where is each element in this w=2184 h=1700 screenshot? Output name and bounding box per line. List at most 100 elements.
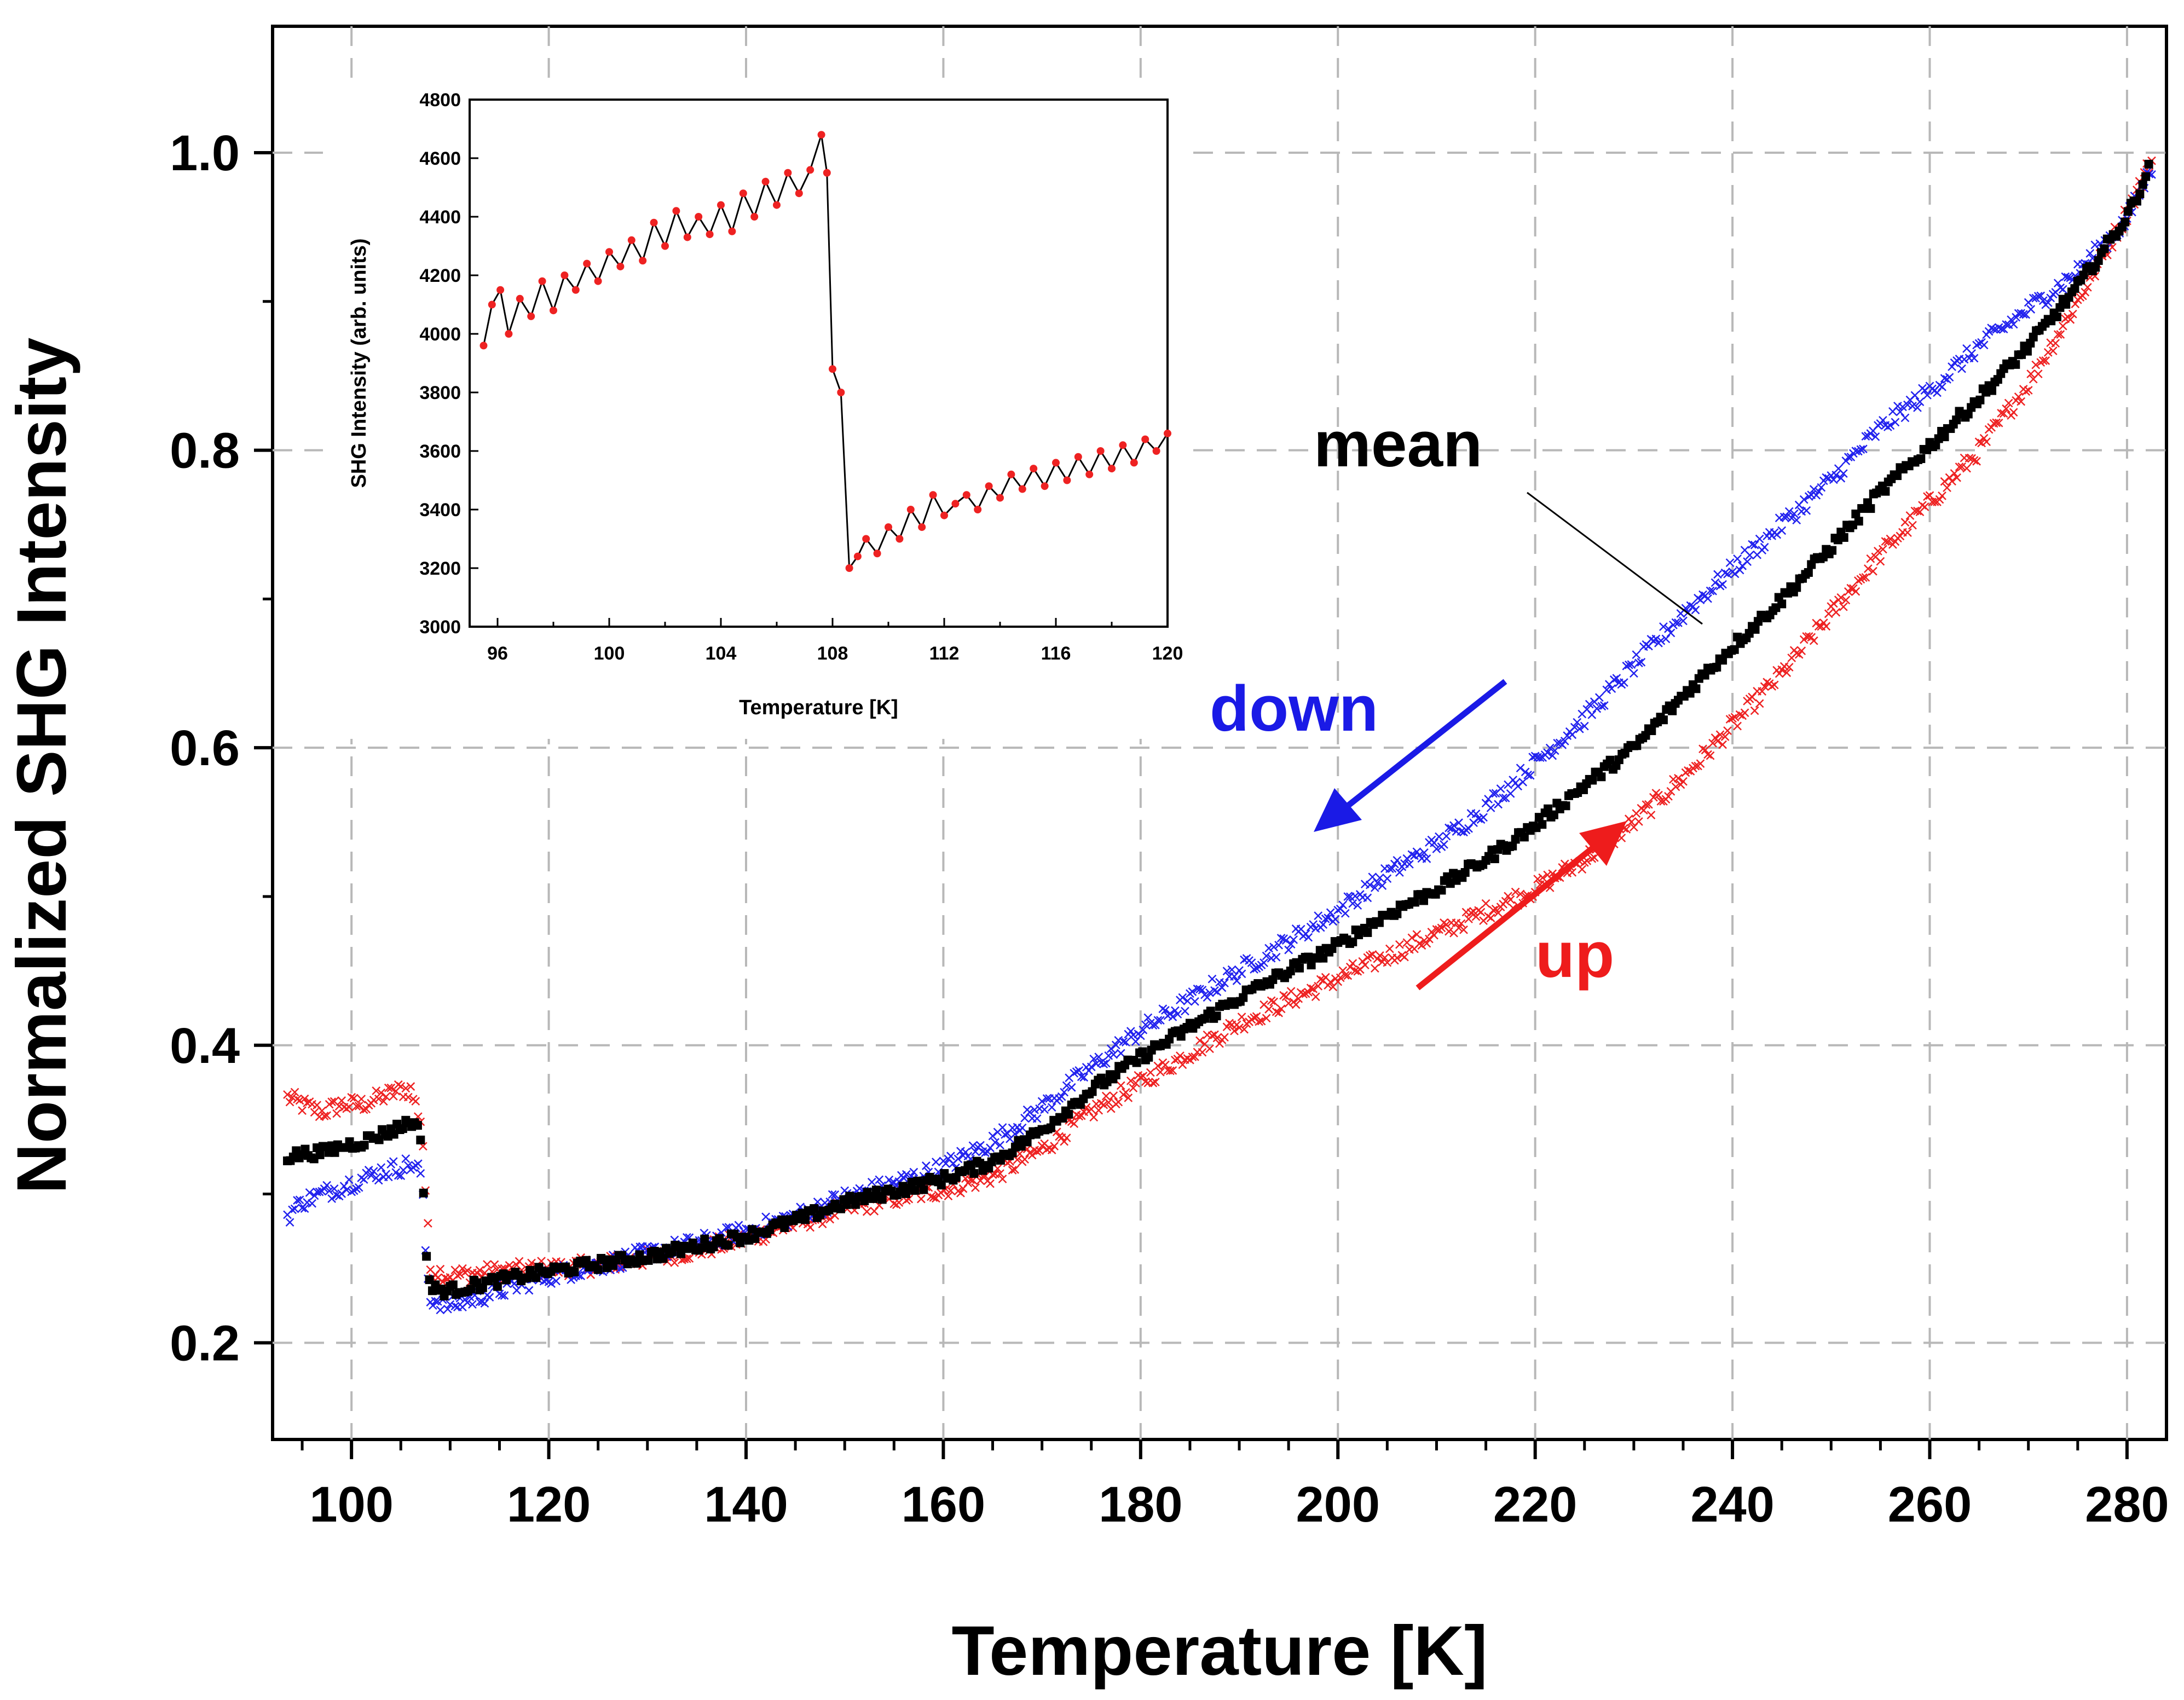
main-point-mean	[1597, 772, 1606, 782]
main-point-down	[976, 1141, 985, 1150]
main-point-mean	[1286, 967, 1295, 976]
main-point-down	[524, 1286, 534, 1295]
main-point-up	[1360, 961, 1370, 970]
main-point-up	[1326, 978, 1335, 987]
main-point-mean	[700, 1234, 709, 1244]
main-point-down	[1047, 1103, 1056, 1112]
main-point-up	[1407, 933, 1417, 942]
main-point-up	[1153, 1061, 1163, 1071]
main-point-down	[485, 1293, 494, 1302]
main-point-up	[1501, 897, 1510, 906]
main-point-up	[1590, 853, 1599, 862]
inset-x-tick-label: 96	[487, 643, 508, 664]
inset-point	[1007, 470, 1015, 478]
inset-point	[985, 482, 993, 490]
main-point-down	[1486, 803, 1495, 812]
main-point-down	[377, 1163, 386, 1172]
main-point-down	[1915, 397, 1925, 407]
main-point-down	[1725, 558, 1735, 568]
main-point-down	[337, 1189, 346, 1198]
main-point-down	[352, 1184, 361, 1193]
main-point-down	[2058, 285, 2067, 294]
inset-point	[1119, 441, 1127, 449]
main-point-up	[2083, 282, 2092, 292]
main-point-down	[1659, 622, 1668, 631]
main-point-down	[1570, 722, 1579, 732]
inset-x-tick-label: 108	[817, 643, 848, 664]
inset-x-axis-title: Temperature [K]	[739, 696, 898, 719]
main-point-down	[339, 1182, 349, 1191]
main-point-up	[1715, 730, 1725, 739]
main-point-up	[1642, 800, 1651, 809]
main-point-down	[468, 1300, 477, 1309]
main-point-down	[332, 1190, 342, 1200]
main-point-down	[1750, 540, 1759, 550]
main-point-down	[428, 1301, 437, 1310]
inset-y-tick-label: 4200	[419, 265, 461, 286]
inset-point	[516, 294, 524, 303]
main-point-up	[1395, 940, 1404, 949]
main-point-down	[1656, 636, 1666, 645]
main-point-up	[1464, 915, 1473, 923]
main-point-up	[996, 1169, 1004, 1178]
main-point-mean	[1307, 961, 1316, 970]
main-point-down	[921, 1161, 931, 1170]
main-point-up	[1417, 941, 1426, 950]
main-point-down	[1099, 1060, 1108, 1069]
main-point-down	[2038, 296, 2048, 305]
main-annotations: mean down up	[1210, 408, 1703, 991]
main-point-mean	[1668, 706, 1677, 715]
main-point-mean	[1519, 832, 1529, 842]
main-point-mean	[1659, 715, 1668, 725]
main-point-down	[1580, 721, 1589, 731]
main-point-mean	[1854, 517, 1863, 526]
main-point-up	[1255, 1017, 1263, 1026]
main-point-up	[2053, 330, 2062, 339]
main-point-down	[1274, 940, 1284, 950]
main-point-up	[1740, 708, 1749, 718]
main-point-down	[1624, 660, 1633, 669]
main-y-axis-title: Normalized SHG Intensity	[3, 338, 81, 1194]
main-plot-frame	[271, 25, 2168, 1441]
main-point-down	[875, 1175, 884, 1184]
main-point-down	[308, 1199, 316, 1208]
main-point-down	[443, 1304, 452, 1314]
inset-y-tick-label: 3000	[419, 617, 461, 638]
inset-y-tick-label: 3600	[419, 441, 461, 462]
main-point-up	[1868, 566, 1877, 576]
main-point-up	[927, 1192, 935, 1201]
main-point-mean	[1088, 1087, 1097, 1096]
main-point-up	[1432, 925, 1441, 934]
main-point-up	[1250, 1013, 1258, 1022]
main-point-up	[423, 1219, 432, 1228]
inset-point	[929, 491, 937, 499]
main-point-up	[1853, 576, 1863, 585]
main-point-down	[1748, 540, 1757, 549]
main-point-down	[403, 1161, 413, 1170]
main-point-down	[1814, 487, 1823, 496]
main-point-up	[1587, 854, 1597, 863]
main-point-up	[1876, 557, 1885, 566]
inset-point	[823, 169, 831, 177]
inset-point	[527, 312, 535, 320]
main-point-down	[305, 1188, 314, 1197]
inset-point	[1152, 447, 1160, 455]
inset-point	[571, 286, 580, 294]
main-point-up	[1459, 925, 1468, 934]
main-point-down	[1304, 933, 1313, 942]
main-point-mean	[1691, 684, 1701, 693]
main-point-up	[475, 1265, 484, 1275]
main-point-down	[396, 1171, 406, 1181]
inset-point	[739, 189, 747, 198]
main-chart: 100 120 140 160 180 200 220 240 260 280 0.2 0.4 0.6 0…	[3, 25, 2169, 1690]
main-point-up	[1437, 923, 1446, 933]
inset-y-tick-label: 4400	[419, 207, 461, 228]
main-point-down	[1205, 988, 1214, 997]
main-point-up	[1903, 528, 1912, 537]
main-point-down	[1141, 1020, 1150, 1030]
main-point-up	[1900, 518, 1910, 527]
main-point-mean	[724, 1241, 733, 1250]
main-point-down	[1422, 854, 1431, 863]
main-point-mean	[1374, 918, 1384, 927]
main-point-up	[1341, 970, 1350, 980]
